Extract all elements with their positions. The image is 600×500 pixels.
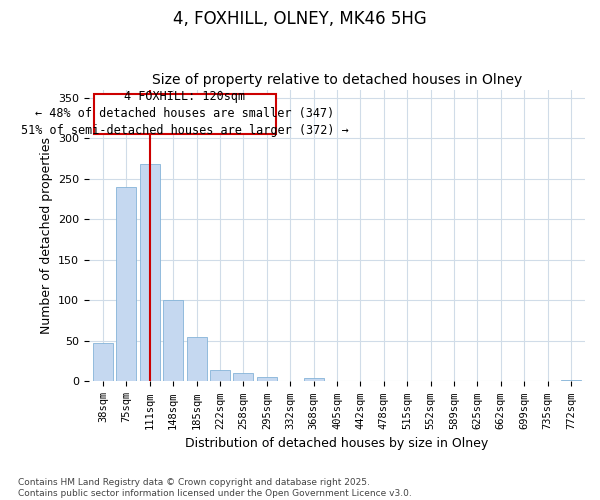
Text: Contains HM Land Registry data © Crown copyright and database right 2025.
Contai: Contains HM Land Registry data © Crown c… xyxy=(18,478,412,498)
Bar xyxy=(140,164,160,382)
Text: 4 FOXHILL: 120sqm
← 48% of detached houses are smaller (347)
51% of semi-detache: 4 FOXHILL: 120sqm ← 48% of detached hous… xyxy=(21,90,349,138)
Bar xyxy=(93,342,113,382)
Bar xyxy=(163,300,183,382)
Bar xyxy=(304,378,323,382)
X-axis label: Distribution of detached houses by size in Olney: Distribution of detached houses by size … xyxy=(185,437,488,450)
Text: 4, FOXHILL, OLNEY, MK46 5HG: 4, FOXHILL, OLNEY, MK46 5HG xyxy=(173,10,427,28)
Bar xyxy=(116,187,136,382)
Bar xyxy=(561,380,581,382)
Bar xyxy=(210,370,230,382)
Bar xyxy=(187,337,206,382)
Bar xyxy=(257,378,277,382)
Bar xyxy=(233,374,253,382)
FancyBboxPatch shape xyxy=(94,94,276,134)
Y-axis label: Number of detached properties: Number of detached properties xyxy=(40,137,53,334)
Title: Size of property relative to detached houses in Olney: Size of property relative to detached ho… xyxy=(152,73,522,87)
